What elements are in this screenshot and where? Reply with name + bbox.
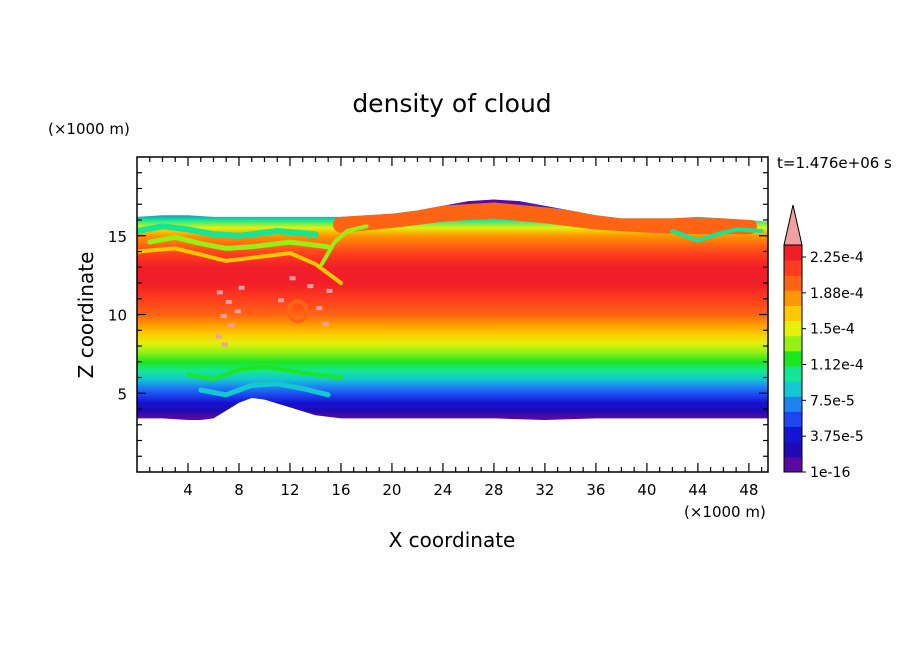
x-tick-label: 28: [484, 481, 503, 499]
colorbar-label: 3.75e-5: [810, 429, 864, 445]
colorbar-bin: [784, 275, 802, 291]
density-max-cell: [289, 276, 296, 281]
colorbar-label: 7.5e-5: [810, 393, 855, 409]
density-max-cell: [322, 321, 329, 326]
colorbar-label: 1.88e-4: [810, 286, 864, 302]
cloud-density-fill: [137, 199, 768, 420]
colorbar-bin: [784, 260, 802, 276]
colorbar-label: 1.12e-4: [810, 358, 864, 374]
density-max-cell: [221, 342, 228, 347]
lower-wave-green: [186, 364, 343, 382]
time-label: t=1.476e+06 s: [777, 154, 892, 172]
eddy: [286, 299, 309, 324]
cloud-field: [137, 199, 768, 420]
colorbar-bin: [784, 290, 802, 306]
x-tick-label: 40: [637, 481, 656, 499]
density-max-cell: [216, 290, 223, 295]
y-tick-label: 15: [108, 228, 127, 246]
x-tick-label: 8: [234, 481, 244, 499]
mixing-band-green: [147, 234, 331, 251]
colorbar-label: 2.25e-4: [810, 250, 864, 266]
colorbar-bin: [784, 366, 802, 382]
colorbar-bin: [784, 335, 802, 352]
colorbar-bin: [784, 411, 802, 427]
density-max-cell: [316, 306, 323, 311]
density-max-cell: [220, 314, 227, 319]
colorbar-bin: [784, 426, 802, 443]
x-tick-label: 48: [739, 481, 758, 499]
y-tick-label: 5: [117, 385, 127, 403]
colorbar-bin: [784, 245, 802, 261]
colorbar-bin: [784, 350, 802, 367]
dome-band: [333, 202, 757, 235]
mixing-band-cyan: [137, 223, 319, 239]
colorbar-label: 1.5e-4: [810, 322, 855, 338]
density-max-cell: [326, 288, 333, 293]
dome-edge-green: [319, 224, 369, 267]
colorbar-bin: [784, 456, 802, 473]
y-unit-label: (×1000 m): [48, 120, 130, 138]
x-tick-label: 12: [280, 481, 299, 499]
colorbar-bin: [784, 396, 802, 412]
x-unit-label: (×1000 m): [684, 503, 766, 521]
x-tick-label: 44: [688, 481, 707, 499]
x-tick-label: 20: [382, 481, 401, 499]
y-axis-label: Z coordinate: [74, 252, 98, 379]
colorbar-frame: [783, 244, 803, 473]
x-tick-label: 36: [586, 481, 605, 499]
x-tick-label: 32: [535, 481, 554, 499]
density-max-cell: [278, 298, 285, 303]
x-tick-label: 4: [183, 481, 193, 499]
x-tick-label: 16: [331, 481, 350, 499]
colorbar-extend-triangle: [783, 204, 803, 246]
lower-wave-blue: [198, 381, 331, 398]
x-tick-label: 24: [433, 481, 452, 499]
colorbar-bin: [784, 305, 802, 322]
colorbar-bin: [784, 320, 802, 337]
density-max-cell: [307, 284, 314, 289]
x-axis-label: X coordinate: [389, 528, 516, 552]
colorbar-label: 1e-16: [810, 465, 850, 481]
density-max-cell: [228, 323, 235, 328]
mixing-band-orange: [137, 246, 343, 285]
density-max-cell: [238, 285, 245, 290]
density-max-cell: [234, 309, 241, 314]
colorbar-bin: [784, 381, 802, 397]
chart-title: density of cloud: [352, 89, 551, 118]
density-max-cell: [215, 334, 222, 339]
colorbar-bin: [784, 441, 802, 458]
colorbar: 1e-16 3.75e-5 7.5e-5 1.12e-4 1.5e-4 1.88e-4 2.…: [783, 204, 864, 481]
density-max-cell: [225, 299, 232, 304]
right-lobe-cyan: [670, 227, 764, 243]
y-tick-label: 10: [108, 307, 127, 325]
